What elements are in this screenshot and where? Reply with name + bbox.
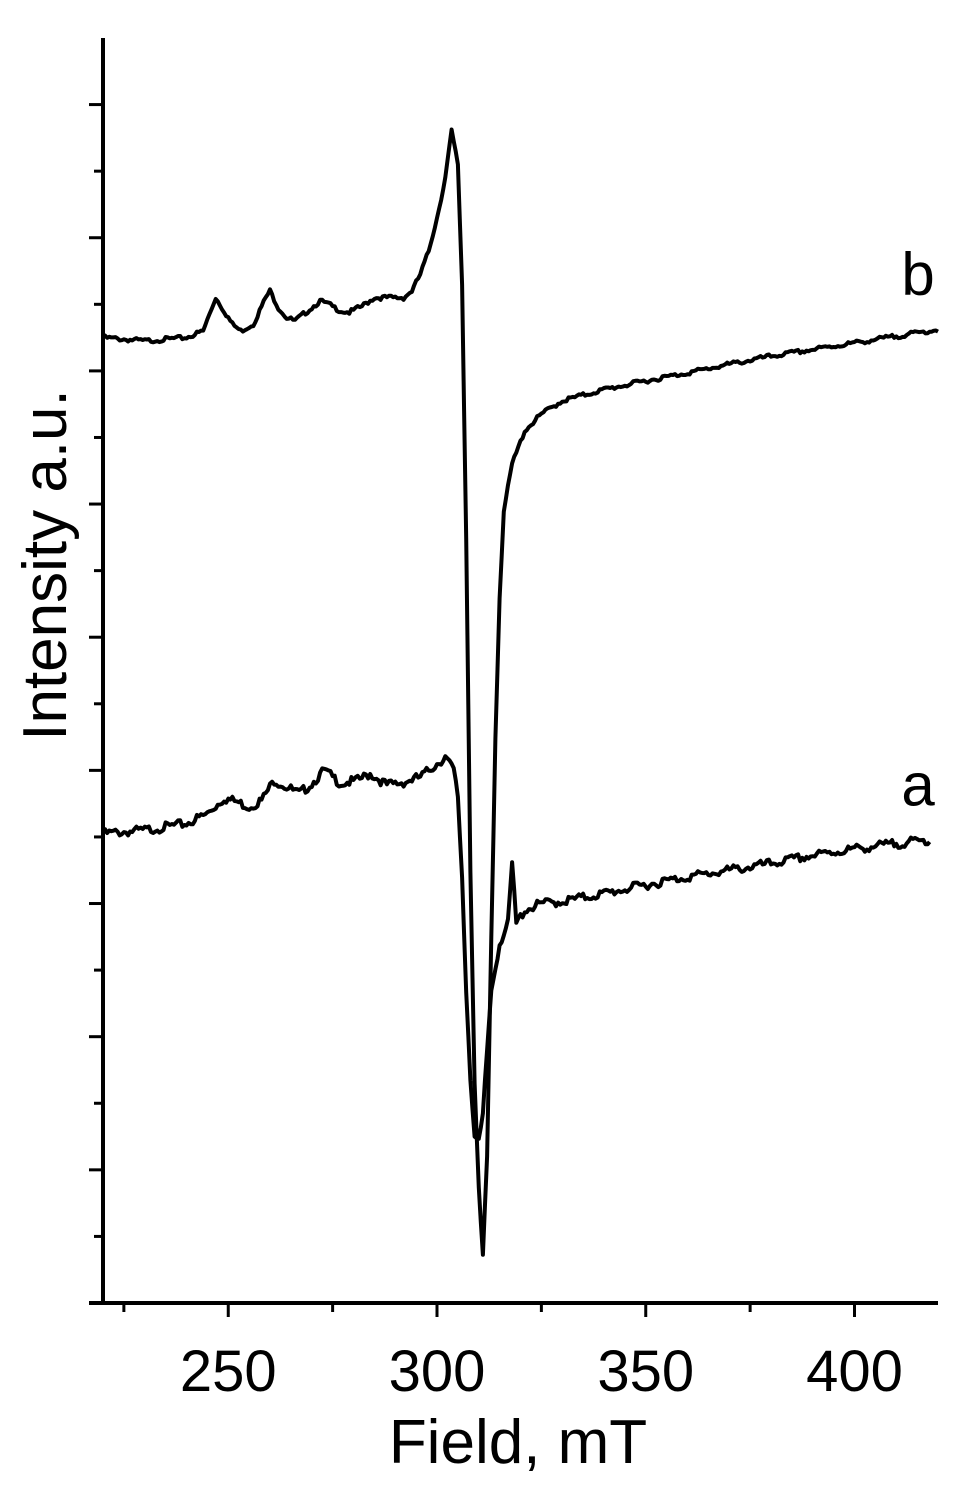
x-tick-label: 300 — [389, 1339, 486, 1404]
series-a-label: a — [901, 751, 935, 818]
x-tick-label: 250 — [180, 1339, 277, 1404]
x-tick-label: 350 — [597, 1339, 694, 1404]
labels: Field, mT Intensity a.u. — [11, 389, 647, 1477]
y-axis-title: Intensity a.u. — [11, 389, 80, 741]
x-tick-label: 400 — [806, 1339, 903, 1404]
series-b-line — [101, 127, 939, 1257]
series-a-line — [101, 754, 932, 1141]
axes: 250 300 350 400 — [89, 38, 938, 1404]
x-axis-title: Field, mT — [389, 1408, 647, 1477]
series-layer: ba — [101, 127, 939, 1257]
series-b-label: b — [901, 241, 934, 308]
